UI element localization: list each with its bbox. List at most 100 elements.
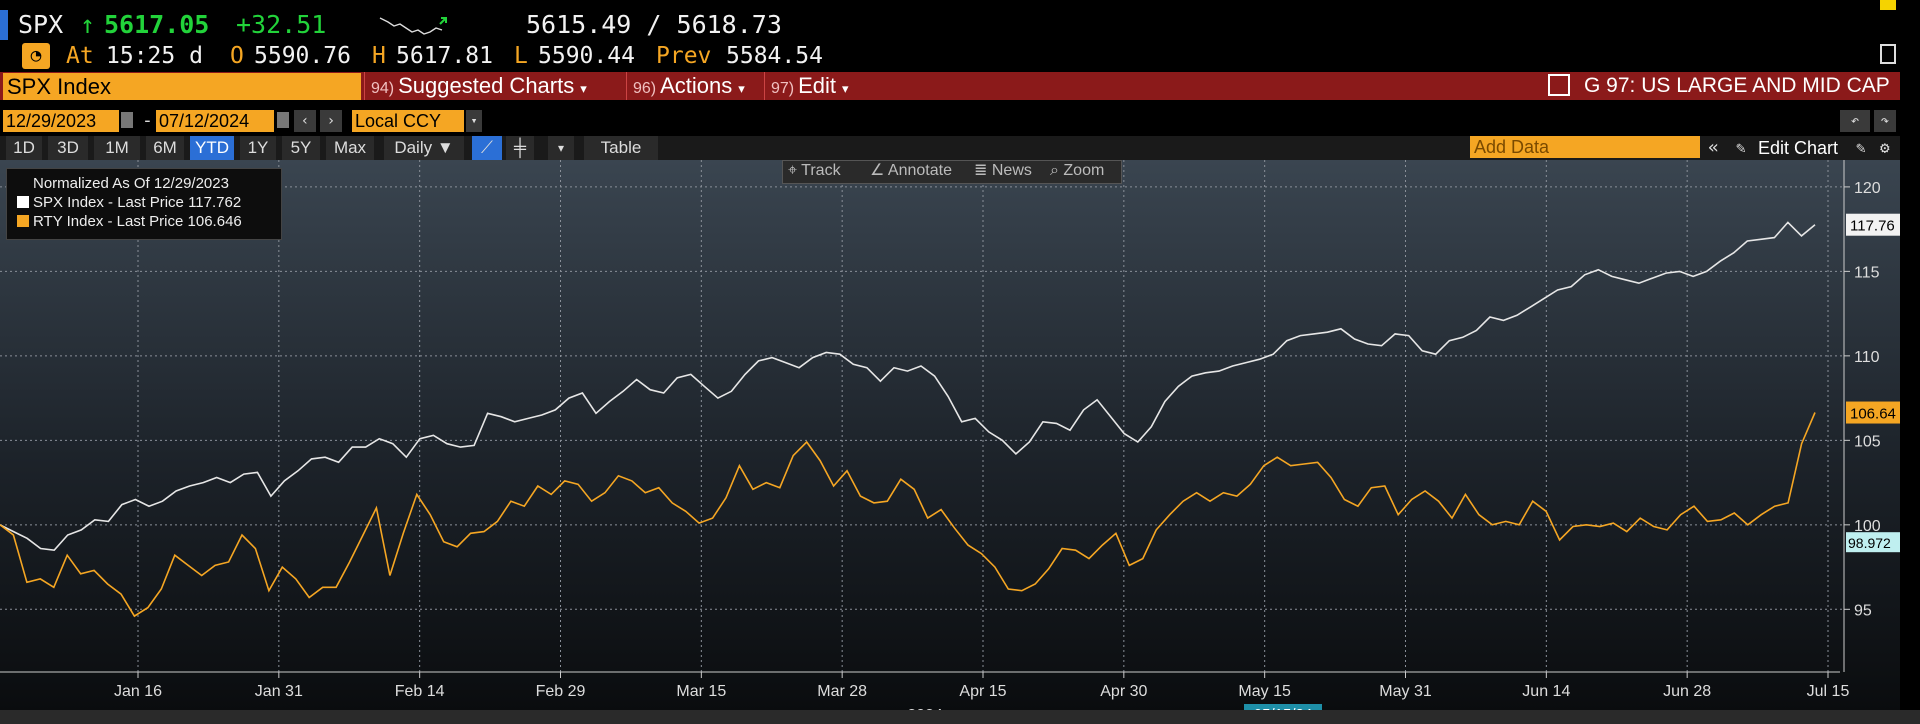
series-line-rty <box>0 412 1816 618</box>
candlestick-icon[interactable]: ╪ <box>506 136 534 160</box>
value-tag-label: 98.972 <box>1848 535 1891 551</box>
menu-suggested-charts[interactable]: 94) Suggested Charts ▾ <box>364 72 626 100</box>
frequency-label: Daily <box>394 138 433 157</box>
up-arrow-icon: ↑ <box>80 10 96 39</box>
y-tick-label: 115 <box>1854 264 1880 281</box>
edit-icon[interactable]: ✎ <box>1856 138 1866 157</box>
legend-header: Normalized As Of 12/29/2023 <box>33 175 229 192</box>
next-period-button[interactable]: › <box>320 110 342 132</box>
frequency-select[interactable]: Daily ▼ <box>384 136 464 160</box>
chevron-down-icon[interactable]: ▾ <box>548 136 574 160</box>
end-date-input[interactable]: 07/12/2024 <box>156 110 274 132</box>
range-button-max[interactable]: Max <box>326 136 374 160</box>
launch-icon[interactable] <box>1548 74 1570 96</box>
menu-number: 97) <box>771 80 795 97</box>
calendar-icon[interactable] <box>121 112 133 128</box>
menu-label: Suggested Charts <box>398 73 575 98</box>
ticker[interactable]: SPX <box>18 10 64 39</box>
undo-icon[interactable]: ↶ <box>1840 110 1870 132</box>
series-end-tag-label: 106.64 <box>1850 406 1896 423</box>
x-tick-label: Mar 15 <box>676 683 726 700</box>
track-tool[interactable]: ⌖ Track <box>788 160 841 184</box>
legend-series-value: 106.646 <box>187 213 242 230</box>
caret-down-icon: ▾ <box>580 81 587 96</box>
legend-swatch <box>17 215 29 227</box>
bid-ask: 5615.49 / 5618.73 <box>526 10 782 39</box>
range-button-1d[interactable]: 1D <box>6 136 42 160</box>
range-button-6m[interactable]: 6M <box>146 136 184 160</box>
chart-tools <box>782 160 1122 184</box>
add-data-input[interactable]: Add Data <box>1470 136 1700 158</box>
series-line-spx <box>0 221 1816 552</box>
range-button-ytd[interactable]: YTD <box>190 136 234 160</box>
menu-number: 96) <box>633 80 657 97</box>
caret-down-icon: ▾ <box>842 81 849 96</box>
y-tick-label: 120 <box>1854 180 1881 197</box>
price-chart[interactable]: 95 100 105 110 115 120 117.76 106.64 98.972 Jan … <box>0 160 1900 714</box>
horizontal-scrollbar[interactable] <box>0 710 1920 724</box>
menu-actions[interactable]: 96) Actions ▾ <box>626 72 764 100</box>
menu-edit[interactable]: 97) Edit ▾ <box>764 72 874 100</box>
open-value: 5590.76 <box>254 43 351 69</box>
range-button-3d[interactable]: 3D <box>48 136 88 160</box>
legend-series-name: RTY Index - Last Price <box>33 213 184 230</box>
legend-item-rty[interactable]: RTY Index - Last Price 106.646 <box>7 211 281 230</box>
y-tick-label: 95 <box>1854 602 1872 619</box>
menu-label: Actions <box>660 73 733 98</box>
range-button-1m[interactable]: 1M <box>94 136 140 160</box>
prev-period-button[interactable]: ‹ <box>294 110 316 132</box>
net-change: +32.51 <box>236 10 327 39</box>
security-marker <box>0 10 8 40</box>
annotate-tool[interactable]: ∠ Annotate <box>870 160 952 184</box>
quote-header <box>0 0 1920 72</box>
double-chevron-left-icon[interactable]: « <box>1708 137 1719 158</box>
clock-icon: ◔ <box>22 43 50 69</box>
value-tag <box>1846 532 1900 553</box>
menu-number: 94) <box>371 80 395 97</box>
zoom-icon: ⌕ <box>1050 162 1064 179</box>
range-button-1y[interactable]: 1Y <box>240 136 276 160</box>
date-separator: - <box>142 110 153 131</box>
popout-icon[interactable] <box>1880 44 1896 64</box>
open-label: O <box>230 43 244 69</box>
prev-value: 5584.54 <box>726 43 823 69</box>
table-button[interactable]: Table <box>584 136 658 160</box>
news-tool[interactable]: ≣ News <box>974 160 1032 184</box>
legend-series-name: SPX Index - Last Price <box>33 194 184 211</box>
zoom-tool[interactable]: ⌕ Zoom <box>1050 160 1104 184</box>
legend-swatch <box>17 196 29 208</box>
x-tick-label: Mar 28 <box>817 683 867 700</box>
edit-chart-button[interactable]: Edit Chart <box>1758 138 1839 158</box>
menu-label: Edit <box>798 73 837 98</box>
quote-time: 15:25 d <box>106 43 203 69</box>
series-end-tag <box>1846 401 1900 424</box>
x-tick-label: Apr 30 <box>1100 683 1147 700</box>
currency-select[interactable]: Local CCY <box>352 110 464 132</box>
crosshair-icon: ⌖ <box>788 162 802 179</box>
settings-icon[interactable]: ⚙ <box>1880 138 1890 157</box>
x-tick-label: Jun 28 <box>1663 683 1711 700</box>
plot-background <box>0 160 1900 714</box>
x-tick-label: May 15 <box>1238 683 1291 700</box>
prev-label: Prev <box>656 43 712 69</box>
start-date-input[interactable]: 12/29/2023 <box>3 110 119 132</box>
legend-series-value: 117.762 <box>188 194 242 211</box>
legend-item-spx[interactable]: SPX Index - Last Price 117.762 <box>7 192 281 211</box>
chevron-down-icon[interactable]: ▾ <box>466 110 482 132</box>
pencil-icon: ✎ <box>1736 138 1746 157</box>
x-tick-label: Jun 14 <box>1522 683 1570 700</box>
series-end-tag-label: 117.76 <box>1850 218 1895 235</box>
x-tick-label: Feb 29 <box>536 683 586 700</box>
range-button-5y[interactable]: 5Y <box>282 136 320 160</box>
calendar-icon[interactable] <box>277 112 289 128</box>
sparkline-icon <box>379 17 447 35</box>
redo-icon[interactable]: ↷ <box>1874 110 1896 132</box>
high-label: H <box>372 43 386 69</box>
corner-marker <box>1880 0 1896 10</box>
x-tick-label: Apr 15 <box>959 683 1006 700</box>
line-chart-icon[interactable]: ⟋ <box>472 136 502 160</box>
security-field[interactable]: SPX Index <box>3 73 361 100</box>
chart-legend[interactable]: Normalized As Of 12/29/2023 SPX Index - … <box>6 168 282 240</box>
annotate-label: Annotate <box>887 162 952 179</box>
low-label: L <box>514 43 528 69</box>
